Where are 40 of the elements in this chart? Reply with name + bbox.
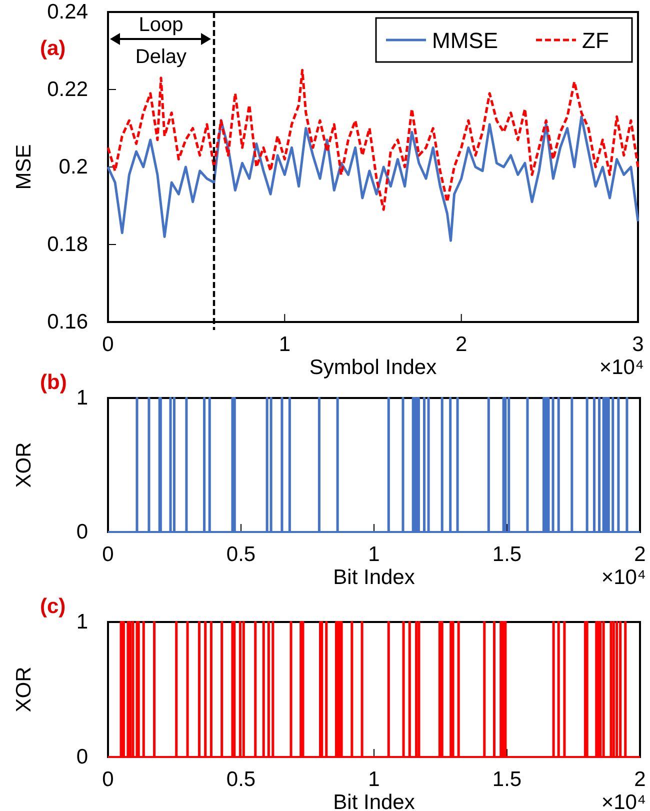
x-tick-label: 1.5 — [492, 768, 522, 791]
x-tick-label: 2 — [634, 542, 646, 566]
x-tick-label: 1 — [368, 542, 380, 566]
x-tick-label: 0 — [102, 332, 114, 356]
y-axis-title: XOR — [12, 442, 36, 488]
x-tick-label: 0 — [102, 768, 114, 791]
text: ×10⁴ — [601, 791, 646, 811]
y-tick-label: 0.18 — [47, 233, 88, 256]
y-tick-label: 0.22 — [47, 78, 88, 102]
y-axis-title: MSE — [12, 144, 36, 190]
x-tick-label: 0.5 — [226, 542, 256, 566]
x-tick-label: 1 — [368, 768, 380, 791]
y-tick-label: 0.16 — [47, 310, 88, 334]
chart-title: (c) — [40, 595, 66, 618]
line-series — [106, 115, 640, 242]
x-axis-title: Bit Index — [333, 791, 416, 811]
x-tick-label: 2 — [455, 332, 468, 356]
y-tick-label: 0 — [76, 520, 88, 544]
x-tick-label: 1.5 — [492, 542, 522, 566]
x-tick-label: 0.5 — [226, 768, 256, 791]
y-tick-label: 0.2 — [58, 156, 88, 179]
y-tick-label: 0.24 — [47, 0, 88, 24]
text: (a) — [40, 37, 66, 60]
y-tick-label: 1 — [76, 386, 88, 410]
y-tick-label: 0 — [76, 746, 88, 769]
y-axis-title: XOR — [12, 666, 36, 712]
legend-label: MMSE — [432, 28, 498, 53]
x-axis-title: Bit Index — [333, 566, 416, 589]
annotation: Loop Delay — [135, 14, 187, 68]
x-tick-label: 1 — [278, 332, 291, 356]
x-tick-label: 0 — [102, 542, 114, 566]
x-axis-title: Symbol Index — [309, 356, 438, 379]
chart-title: (b) — [40, 371, 67, 394]
text: ×10⁴ — [599, 356, 644, 379]
x-tick-label: 3 — [632, 332, 644, 356]
line-series — [106, 68, 640, 211]
legend-label: ZF — [582, 28, 609, 53]
text: ×10⁴ — [601, 566, 646, 589]
x-tick-label: 2 — [634, 768, 646, 791]
y-tick-label: 1 — [76, 610, 88, 634]
